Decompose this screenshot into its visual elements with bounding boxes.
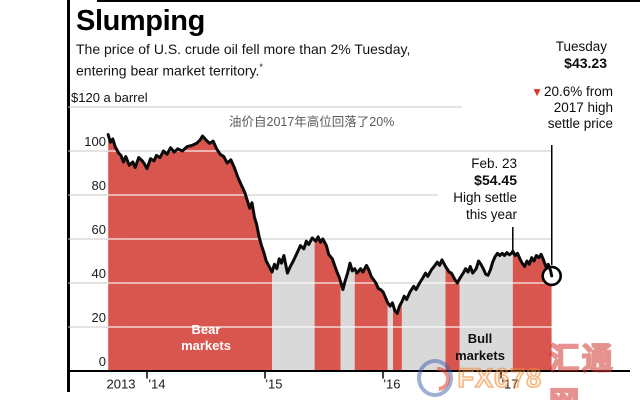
footnote-marker: * <box>259 61 263 72</box>
y-label-100: 100 <box>84 134 106 149</box>
bull-label-line2: markets <box>455 348 505 363</box>
left-rule <box>67 0 70 392</box>
x-label-14: '14 <box>149 377 166 392</box>
bull-markets-label: Bull markets <box>430 330 530 364</box>
bull-band <box>387 134 393 371</box>
high-line3: High settle <box>453 190 517 205</box>
x-label-2013: 2013 <box>107 377 136 392</box>
y-label-60: 60 <box>92 222 106 237</box>
latest-price-date: Tuesday <box>555 39 607 54</box>
subtitle-line2: entering bear market territory. <box>76 62 260 79</box>
x-label-16: '16 <box>384 377 401 392</box>
y-axis-unit-label: $120 a barrel <box>71 90 148 105</box>
change-line1: 20.6% from <box>543 84 613 99</box>
bear-band <box>354 134 388 371</box>
percent-change-annotation: ▼20.6% from 2017 high settle price <box>531 84 613 132</box>
bull-label-line1: Bull <box>467 331 493 346</box>
high-settle-annotation: Feb. 23 $54.45 High settle this year <box>453 155 517 223</box>
page-title: Slumping <box>76 5 205 37</box>
bear-label-line2: markets <box>181 337 231 353</box>
bear-markets-label: Bear markets <box>150 322 262 353</box>
subtitle-line1: The price of U.S. crude oil fell more th… <box>76 41 411 57</box>
change-line2: 2017 high <box>553 100 613 115</box>
x-label-15: '15 <box>266 377 283 392</box>
price-line <box>106 133 554 315</box>
top-rule <box>97 0 640 2</box>
latest-price-value: $43.23 <box>564 55 607 71</box>
y-label-20: 20 <box>92 310 106 325</box>
y-label-40: 40 <box>92 266 106 281</box>
bull-band <box>272 134 315 371</box>
chart-subtitle: The price of U.S. crude oil fell more th… <box>76 41 410 80</box>
chinese-annotation: 油价自2017年高位回落了20% <box>229 115 395 129</box>
high-value: $54.45 <box>474 172 517 188</box>
high-date: Feb. 23 <box>471 156 517 171</box>
bear-label-line1: Bear <box>191 322 221 337</box>
change-line3: settle price <box>547 116 613 131</box>
high-line4: this year <box>465 207 517 222</box>
bear-band <box>393 134 402 371</box>
x-label-17: '17 <box>502 377 519 392</box>
latest-price-annotation: Tuesday $43.23 <box>556 38 607 72</box>
y-label-80: 80 <box>92 178 106 193</box>
y-label-0: 0 <box>99 354 106 369</box>
bull-band <box>340 134 355 371</box>
down-triangle-icon: ▼ <box>531 85 544 99</box>
